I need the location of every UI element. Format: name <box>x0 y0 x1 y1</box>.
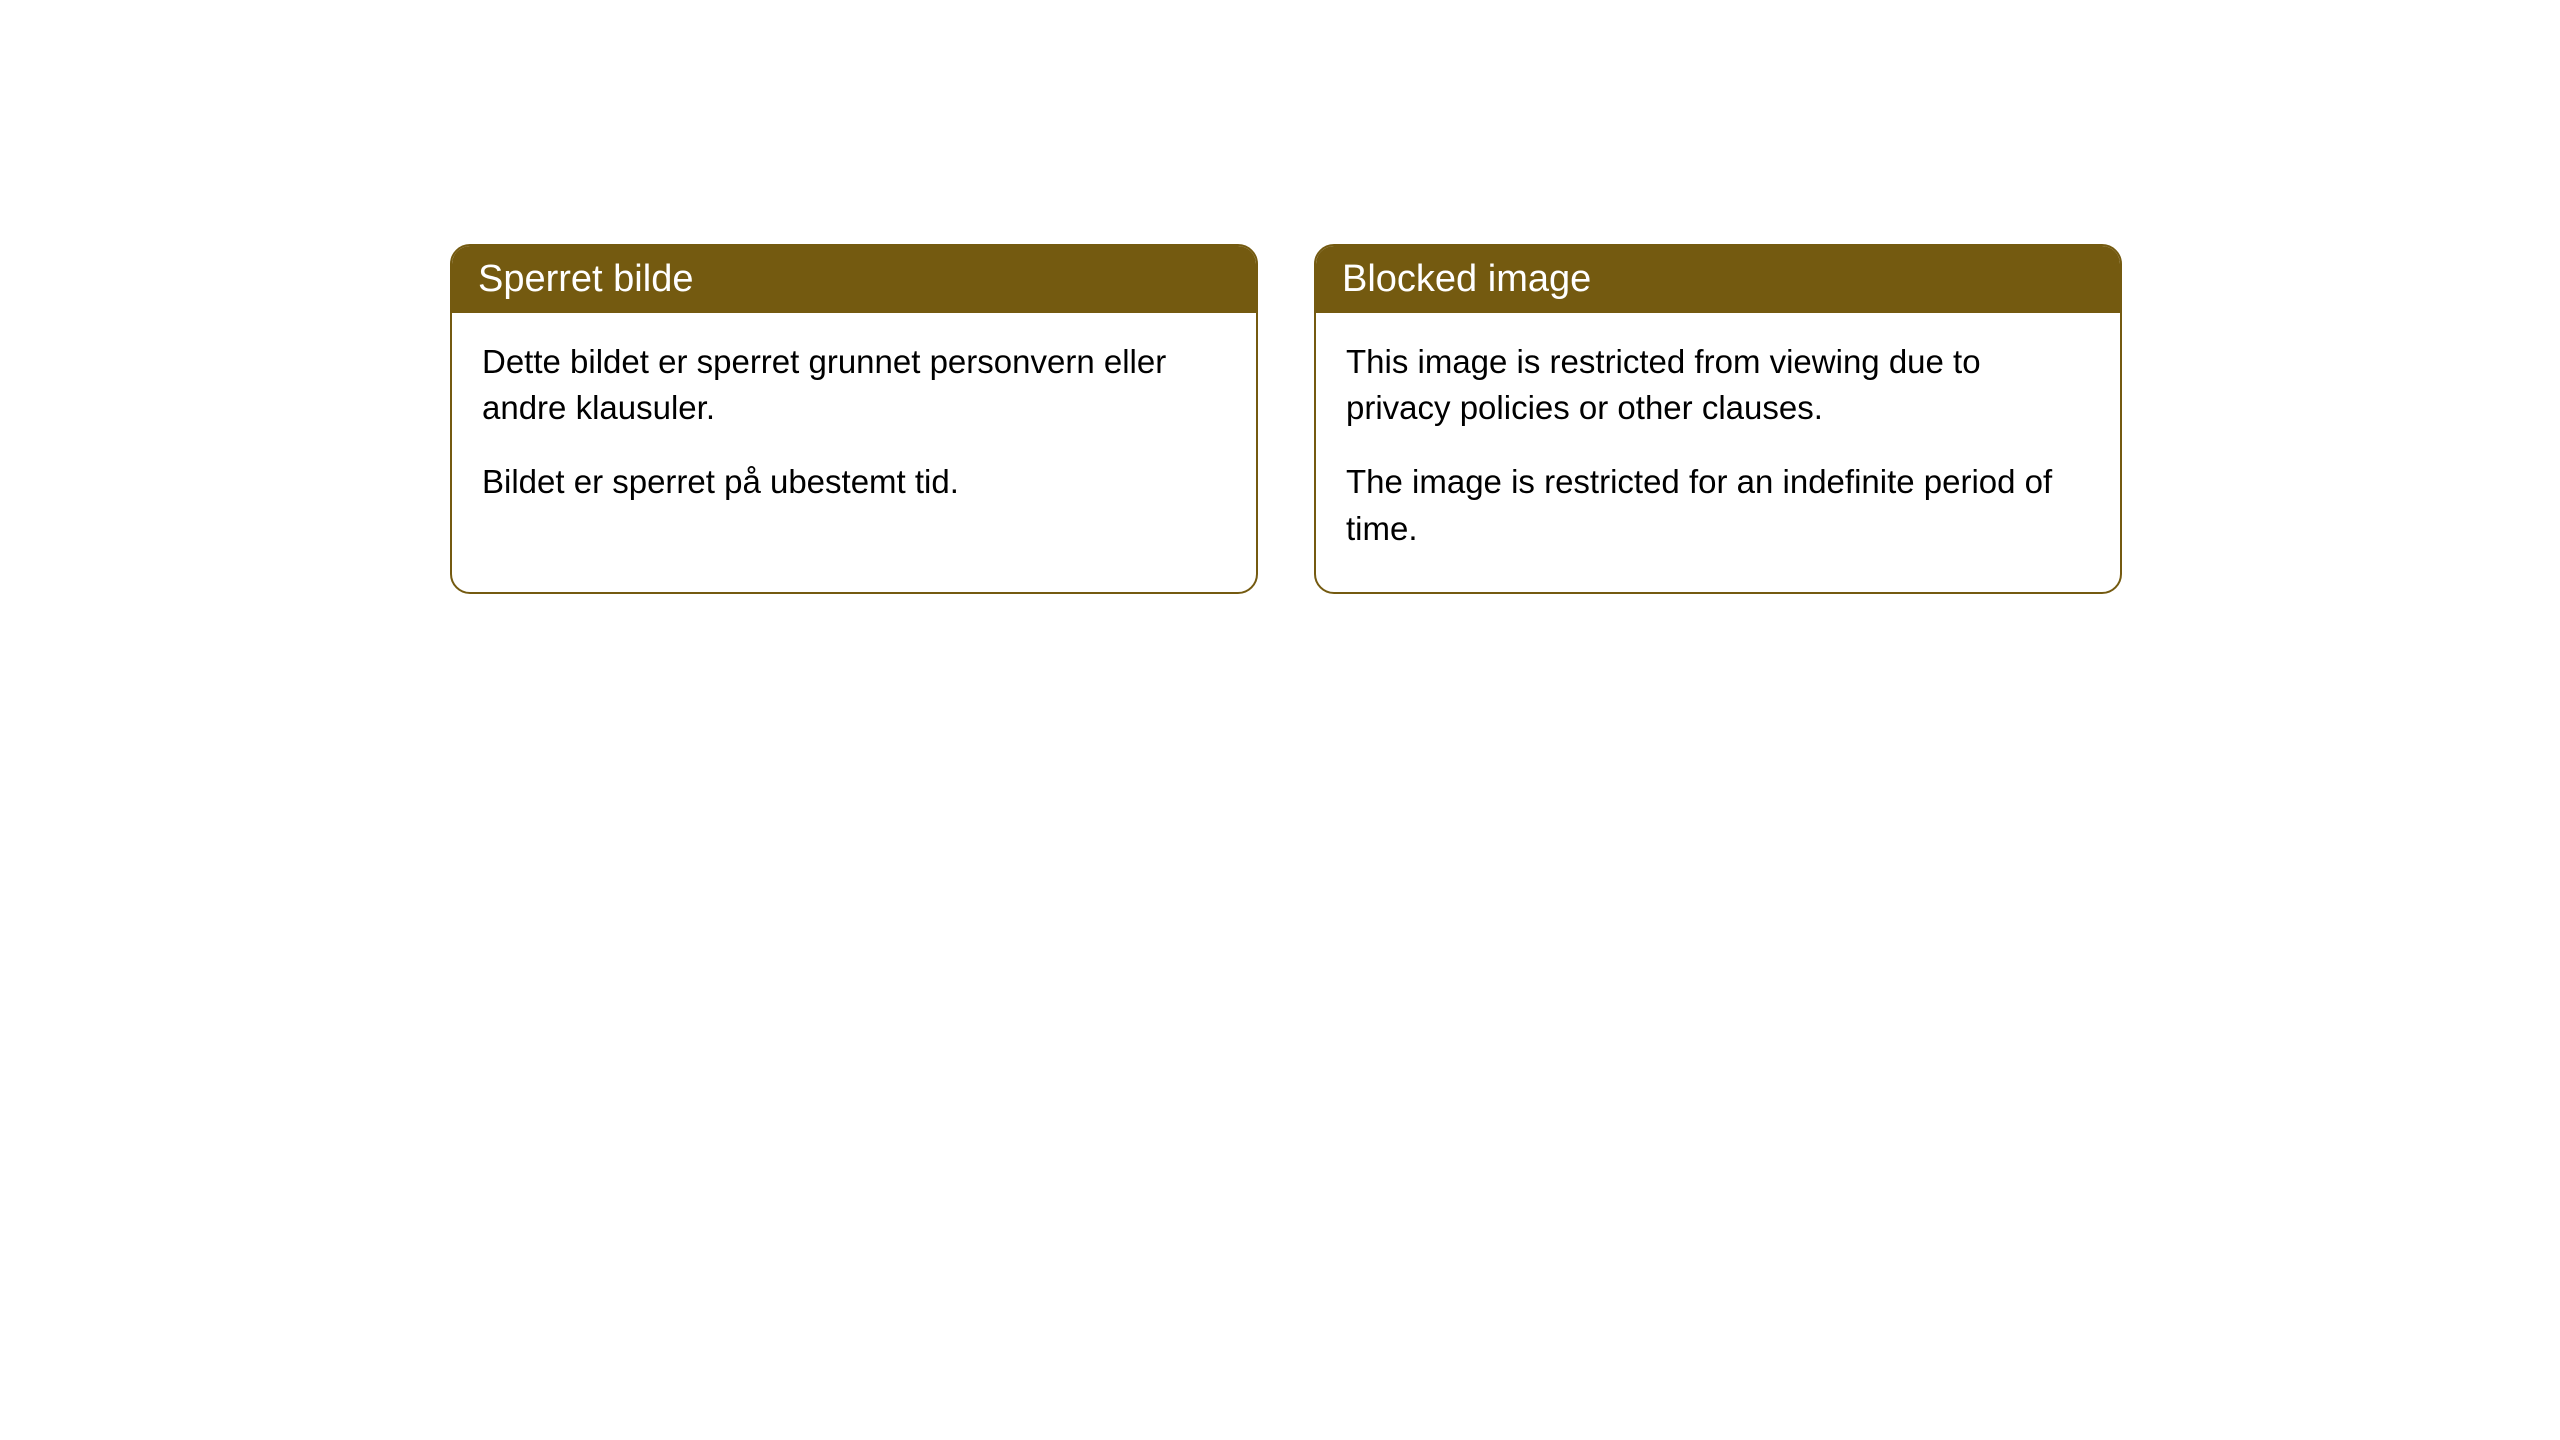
card-title: Blocked image <box>1342 258 1591 300</box>
card-paragraph: Dette bildet er sperret grunnet personve… <box>482 339 1226 431</box>
blocked-image-card-english: Blocked image This image is restricted f… <box>1314 244 2122 594</box>
card-body: Dette bildet er sperret grunnet personve… <box>452 313 1256 546</box>
card-header: Blocked image <box>1316 246 2120 313</box>
card-title: Sperret bilde <box>478 258 693 300</box>
notice-cards-container: Sperret bilde Dette bildet er sperret gr… <box>450 244 2122 594</box>
card-paragraph: This image is restricted from viewing du… <box>1346 339 2090 431</box>
card-header: Sperret bilde <box>452 246 1256 313</box>
card-paragraph: Bildet er sperret på ubestemt tid. <box>482 459 1226 505</box>
card-body: This image is restricted from viewing du… <box>1316 313 2120 592</box>
blocked-image-card-norwegian: Sperret bilde Dette bildet er sperret gr… <box>450 244 1258 594</box>
card-paragraph: The image is restricted for an indefinit… <box>1346 459 2090 551</box>
